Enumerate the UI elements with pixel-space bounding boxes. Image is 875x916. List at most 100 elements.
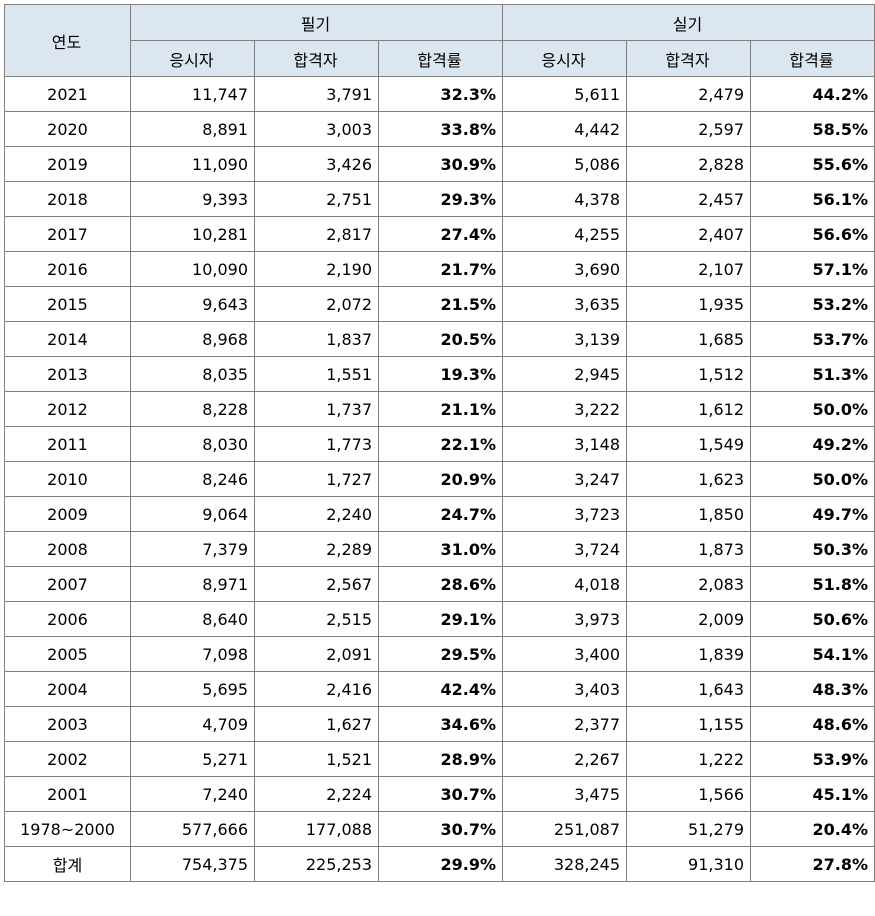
written-pass-rate-cell: 29.1% [378,601,503,637]
practical-pass-rate-cell: 50.0% [750,461,875,497]
table-row: 2005 7,098 2,091 29.5% 3,400 1,839 54.1% [4,636,875,672]
year-cell: 1978~2000 [4,811,131,847]
year-cell: 2005 [4,636,131,672]
written-group-header: 필기 [130,4,503,41]
written-passers-cell: 2,224 [254,776,379,812]
practical-group-header: 실기 [502,4,875,41]
practical-passers-cell: 2,597 [626,111,751,147]
year-header: 연도 [4,4,131,77]
practical-pass-rate-cell: 45.1% [750,776,875,812]
table-row: 2008 7,379 2,289 31.0% 3,724 1,873 50.3% [4,531,875,567]
year-cell: 2016 [4,251,131,287]
year-cell: 2012 [4,391,131,427]
table-row: 2003 4,709 1,627 34.6% 2,377 1,155 48.6% [4,706,875,742]
written-pass-rate-cell: 22.1% [378,426,503,462]
written-applicants-cell: 7,098 [130,636,255,672]
written-pass-rate-cell: 29.9% [378,846,503,882]
written-pass-rate-cell: 29.3% [378,181,503,217]
practical-applicants-cell: 328,245 [502,846,627,882]
table-row: 2004 5,695 2,416 42.4% 3,403 1,643 48.3% [4,671,875,707]
practical-pass-rate-cell: 51.3% [750,356,875,392]
practical-passers-cell: 2,009 [626,601,751,637]
year-cell: 2020 [4,111,131,147]
written-applicants-cell: 9,064 [130,496,255,532]
year-cell: 2018 [4,181,131,217]
written-pass-rate-cell: 42.4% [378,671,503,707]
written-pass-rate-cell: 27.4% [378,216,503,252]
table-row: 2010 8,246 1,727 20.9% 3,247 1,623 50.0% [4,461,875,497]
written-pass-rate-cell: 29.5% [378,636,503,672]
written-pass-rate-cell: 30.7% [378,776,503,812]
year-cell: 2007 [4,566,131,602]
written-applicants-cell: 5,271 [130,741,255,777]
year-cell: 2015 [4,286,131,322]
written-applicants-cell: 7,240 [130,776,255,812]
year-cell: 2002 [4,741,131,777]
table-body: 2021 11,747 3,791 32.3% 5,611 2,479 44.2% 2020 8… [4,76,875,882]
table-row: 2020 8,891 3,003 33.8% 4,442 2,597 58.5% [4,111,875,147]
year-cell: 2017 [4,216,131,252]
year-cell: 합계 [4,846,131,882]
written-passers-cell: 2,567 [254,566,379,602]
practical-passers-cell: 2,457 [626,181,751,217]
written-passers-header: 합격자 [254,40,379,77]
practical-passers-cell: 51,279 [626,811,751,847]
header-row-columns: 응시자 합격자 합격률 응시자 합격자 합격률 [5,40,875,77]
practical-applicants-cell: 3,139 [502,321,627,357]
practical-pass-rate-header: 합격률 [750,40,875,77]
practical-passers-cell: 2,407 [626,216,751,252]
written-passers-cell: 1,773 [254,426,379,462]
practical-passers-cell: 1,839 [626,636,751,672]
practical-passers-cell: 91,310 [626,846,751,882]
written-applicants-cell: 5,695 [130,671,255,707]
written-applicants-cell: 4,709 [130,706,255,742]
written-passers-cell: 1,551 [254,356,379,392]
table-row: 2017 10,281 2,817 27.4% 4,255 2,407 56.6% [4,216,875,252]
practical-applicants-cell: 3,400 [502,636,627,672]
practical-passers-cell: 1,623 [626,461,751,497]
year-cell: 2019 [4,146,131,182]
written-applicants-cell: 8,035 [130,356,255,392]
practical-applicants-cell: 5,611 [502,76,627,112]
written-applicants-header: 응시자 [130,40,255,77]
year-cell: 2010 [4,461,131,497]
written-applicants-cell: 8,968 [130,321,255,357]
table-row: 2016 10,090 2,190 21.7% 3,690 2,107 57.1% [4,251,875,287]
written-passers-cell: 2,240 [254,496,379,532]
practical-applicants-cell: 5,086 [502,146,627,182]
year-cell: 2009 [4,496,131,532]
practical-passers-cell: 1,685 [626,321,751,357]
practical-applicants-cell: 4,255 [502,216,627,252]
written-applicants-cell: 8,640 [130,601,255,637]
practical-applicants-cell: 251,087 [502,811,627,847]
practical-pass-rate-cell: 48.3% [750,671,875,707]
table-row: 합계 754,375 225,253 29.9% 328,245 91,310 27.8% [4,846,875,882]
written-passers-cell: 225,253 [254,846,379,882]
table-row: 2021 11,747 3,791 32.3% 5,611 2,479 44.2% [4,76,875,112]
table-row: 2014 8,968 1,837 20.5% 3,139 1,685 53.7% [4,321,875,357]
year-cell: 2001 [4,776,131,812]
table-row: 2011 8,030 1,773 22.1% 3,148 1,549 49.2% [4,426,875,462]
written-pass-rate-cell: 21.5% [378,286,503,322]
practical-pass-rate-cell: 53.2% [750,286,875,322]
practical-pass-rate-cell: 44.2% [750,76,875,112]
practical-pass-rate-cell: 53.7% [750,321,875,357]
practical-applicants-cell: 3,475 [502,776,627,812]
written-passers-cell: 2,515 [254,601,379,637]
practical-pass-rate-cell: 55.6% [750,146,875,182]
practical-applicants-cell: 2,267 [502,741,627,777]
written-passers-cell: 1,837 [254,321,379,357]
table-row: 2007 8,971 2,567 28.6% 4,018 2,083 51.8% [4,566,875,602]
table-row: 2013 8,035 1,551 19.3% 2,945 1,512 51.3% [4,356,875,392]
written-passers-cell: 1,737 [254,391,379,427]
practical-passers-cell: 1,155 [626,706,751,742]
practical-passers-cell: 2,083 [626,566,751,602]
practical-passers-cell: 1,873 [626,531,751,567]
written-pass-rate-cell: 30.9% [378,146,503,182]
written-pass-rate-cell: 31.0% [378,531,503,567]
written-pass-rate-cell: 30.7% [378,811,503,847]
practical-pass-rate-cell: 56.1% [750,181,875,217]
practical-pass-rate-cell: 49.7% [750,496,875,532]
practical-pass-rate-cell: 54.1% [750,636,875,672]
written-applicants-cell: 8,891 [130,111,255,147]
